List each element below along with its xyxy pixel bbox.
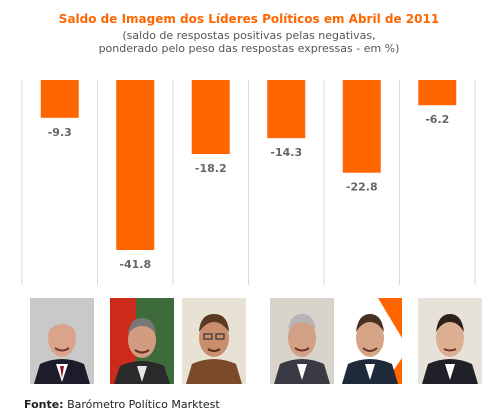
bar-3 [191,80,230,155]
bar-4 [267,80,306,139]
leader-photo-3 [182,298,246,384]
value-label-3: -18.2 [195,162,227,175]
bar-5 [342,80,381,173]
bar-2 [116,80,155,250]
leader-photo-2 [110,298,174,384]
chart-subtitle-line1: (saldo de respostas positivas pelas nega… [122,29,376,42]
source-text: Barómetro Político Marktest [67,398,220,411]
chart-subtitle-line2: ponderado pelo peso das respostas expres… [98,42,400,55]
leader-photo-1 [30,298,94,384]
bar-chart: -9.3 -41.8 -18.2 -14.3 -22.8 -6.2 [21,80,476,285]
leader-photo-6 [418,298,482,384]
value-label-2: -41.8 [119,258,151,271]
value-label-6: -6.2 [425,113,449,126]
value-label-4: -14.3 [270,146,302,159]
source-note: Fonte: Barómetro Político Marktest [24,398,220,411]
chart-title: Saldo de Imagem dos Líderes Políticos em… [58,12,440,26]
value-label-1: -9.3 [48,126,72,139]
source-label: Fonte: [24,398,64,411]
value-label-5: -22.8 [346,181,378,194]
bar-6 [418,80,457,106]
bar-1 [40,80,79,118]
leader-photo-4 [270,298,334,384]
leader-photo-5 [338,298,402,384]
